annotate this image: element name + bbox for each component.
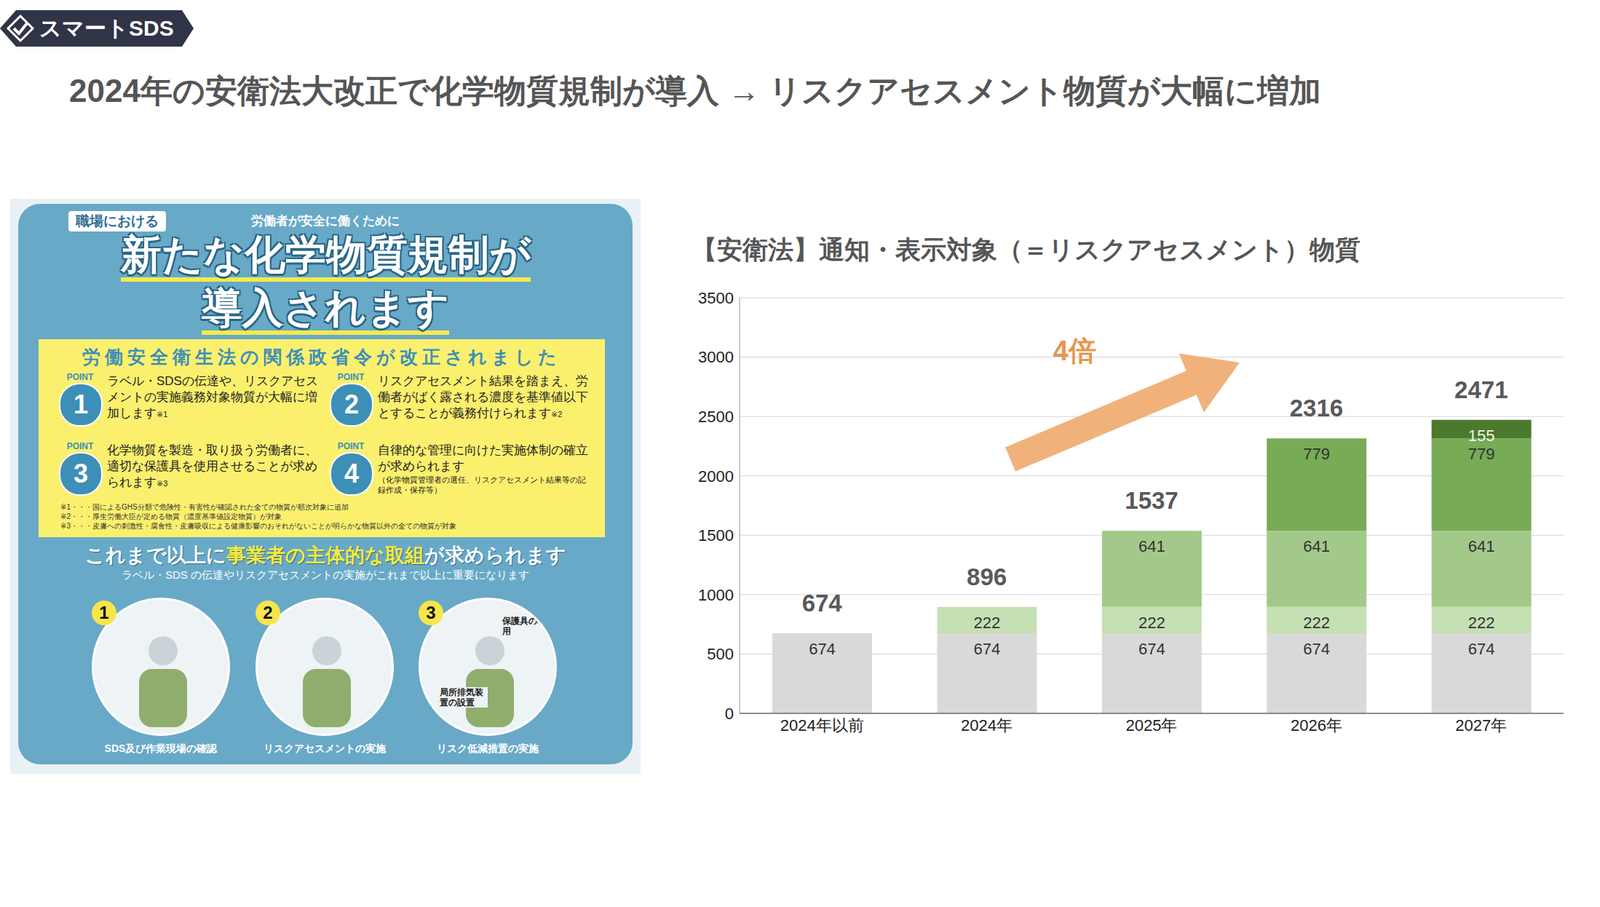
svg-text:674: 674	[802, 589, 843, 617]
svg-text:674: 674	[1303, 639, 1330, 659]
html-text:ラベル・SDSの伝達や、リスクアセスメントの実施義務対象物質: ラベル・SDSの伝達や、リスクアセスメントの実施義務対象物質が大幅に増加します※…	[107, 374, 319, 421]
html-text:POINT: POINT	[66, 441, 94, 452]
svg-text:3500: 3500	[698, 288, 734, 308]
html-text:労働安全衛生法の関係政省令が改正されました: 労働安全衛生法の関係政省令が改正されました	[82, 346, 562, 367]
html-text:1: 1	[99, 602, 109, 623]
svg-text:2024年以前: 2024年以前	[780, 716, 865, 735]
html-text:新たな化学物質規制が: 新たな化学物質規制が	[120, 231, 531, 278]
svg-text:222: 222	[1303, 613, 1330, 632]
html-text:リスクアセスメント結果を踏まえ、労働者がばく露される濃度を基: リスクアセスメント結果を踏まえ、労働者がばく露される濃度を基準値以下とすることが…	[377, 374, 589, 421]
html-text:2024年の安衛法大改正で化学物質規制が導入 → リスクアセ: 2024年の安衛法大改正で化学物質規制が導入 → リスクアセスメント物質が大幅に…	[69, 72, 1322, 109]
html-text:3: 3	[73, 458, 89, 489]
svg-text:155: 155	[1468, 426, 1496, 445]
html-text:3: 3	[426, 602, 436, 623]
html-text:※1・・・国によるGHS分類で危険性・有害性が確認された全て: ※1・・・国によるGHS分類で危険性・有害性が確認された全ての物質が順次対象に追…	[60, 503, 349, 512]
html-text:2: 2	[263, 602, 273, 623]
svg-text:641: 641	[1303, 537, 1330, 556]
svg-text:2000: 2000	[698, 467, 734, 486]
html-text:1: 1	[73, 389, 89, 420]
html-text:ラベル・SDS の伝達やリスクアセスメントの実施がこれまで以: ラベル・SDS の伝達やリスクアセスメントの実施がこれまで以上に重要になります	[121, 568, 530, 581]
html-text:これまで以上に事業者の主体的な取組が求められます: これまで以上に事業者の主体的な取組が求められます	[84, 544, 566, 567]
svg-text:2026年: 2026年	[1290, 716, 1343, 735]
html-text:POINT: POINT	[337, 441, 365, 452]
html-text:4: 4	[344, 458, 359, 489]
html-text:POINT: POINT	[66, 371, 94, 383]
html-text:リスク低減措置の実施: リスク低減措置の実施	[436, 742, 539, 755]
html-text:労働者が安全に働くために: 労働者が安全に働くために	[251, 214, 400, 228]
svg-text:641: 641	[1468, 537, 1496, 556]
svg-text:1000: 1000	[698, 585, 734, 605]
svg-text:674: 674	[1138, 639, 1166, 659]
svg-text:2027年: 2027年	[1455, 716, 1507, 735]
svg-text:674: 674	[808, 639, 836, 659]
svg-text:222: 222	[973, 613, 1001, 632]
svg-text:674: 674	[973, 639, 1001, 659]
svg-text:2316: 2316	[1289, 394, 1344, 422]
html-text:導入されます: 導入されます	[201, 284, 450, 331]
svg-text:896: 896	[966, 563, 1007, 591]
html-text:局所排気装置の設置: 局所排気装置の設置	[439, 687, 484, 708]
html-text:2: 2	[344, 389, 359, 420]
html-text:自律的な管理に向けた実施体制の確立が求められます: 自律的な管理に向けた実施体制の確立が求められます	[377, 443, 589, 474]
svg-text:222: 222	[1138, 613, 1166, 632]
svg-text:1537: 1537	[1124, 486, 1178, 514]
svg-text:2471: 2471	[1454, 376, 1508, 404]
svg-text:222: 222	[1468, 613, 1496, 632]
html-text:化学物質を製造・取り扱う労働者に、適切な保護具を使用させるこ: 化学物質を製造・取り扱う労働者に、適切な保護具を使用させることが求められます※3	[107, 443, 318, 490]
svg-text:779: 779	[1468, 444, 1496, 463]
svg-text:500: 500	[706, 644, 734, 664]
html-text:※2・・・厚生労働大臣が定める物質（濃度基準値設定物質）が対: ※2・・・厚生労働大臣が定める物質（濃度基準値設定物質）が対象	[60, 512, 282, 521]
svg-text:2024年: 2024年	[960, 716, 1013, 735]
svg-text:3000: 3000	[698, 347, 734, 367]
html-text:保護具の着用: 保護具の着用	[502, 615, 546, 637]
svg-text:0: 0	[725, 704, 734, 723]
html-text:スマートSDS: スマートSDS	[39, 15, 174, 40]
svg-text:641: 641	[1138, 537, 1166, 556]
html-text:リスクアセスメントの実施: リスクアセスメントの実施	[263, 742, 386, 755]
html-text:POINT: POINT	[337, 371, 365, 383]
svg-text:2500: 2500	[698, 407, 734, 426]
svg-text:2025年: 2025年	[1126, 716, 1178, 735]
html-text:※3・・・皮膚への刺激性・腐食性・皮膚吸収による健康影響のお: ※3・・・皮膚への刺激性・腐食性・皮膚吸収による健康影響のおそれがないことが明ら…	[60, 521, 457, 530]
html-text:職場における: 職場における	[75, 213, 159, 229]
html-text:【安衛法】通知・表示対象（＝リスクアセスメント）物質: 【安衛法】通知・表示対象（＝リスクアセスメント）物質	[691, 235, 1361, 264]
svg-text:1500: 1500	[698, 526, 734, 545]
html-text:（化学物質管理者の選任、リスクアセスメント結果等の記録作成・: （化学物質管理者の選任、リスクアセスメント結果等の記録作成・保存等）	[377, 475, 586, 495]
svg-text:674: 674	[1468, 639, 1496, 659]
svg-text:779: 779	[1303, 444, 1330, 463]
html-text:SDS及び作業現場の確認: SDS及び作業現場の確認	[104, 742, 218, 755]
html-text:4倍: 4倍	[1052, 335, 1096, 367]
